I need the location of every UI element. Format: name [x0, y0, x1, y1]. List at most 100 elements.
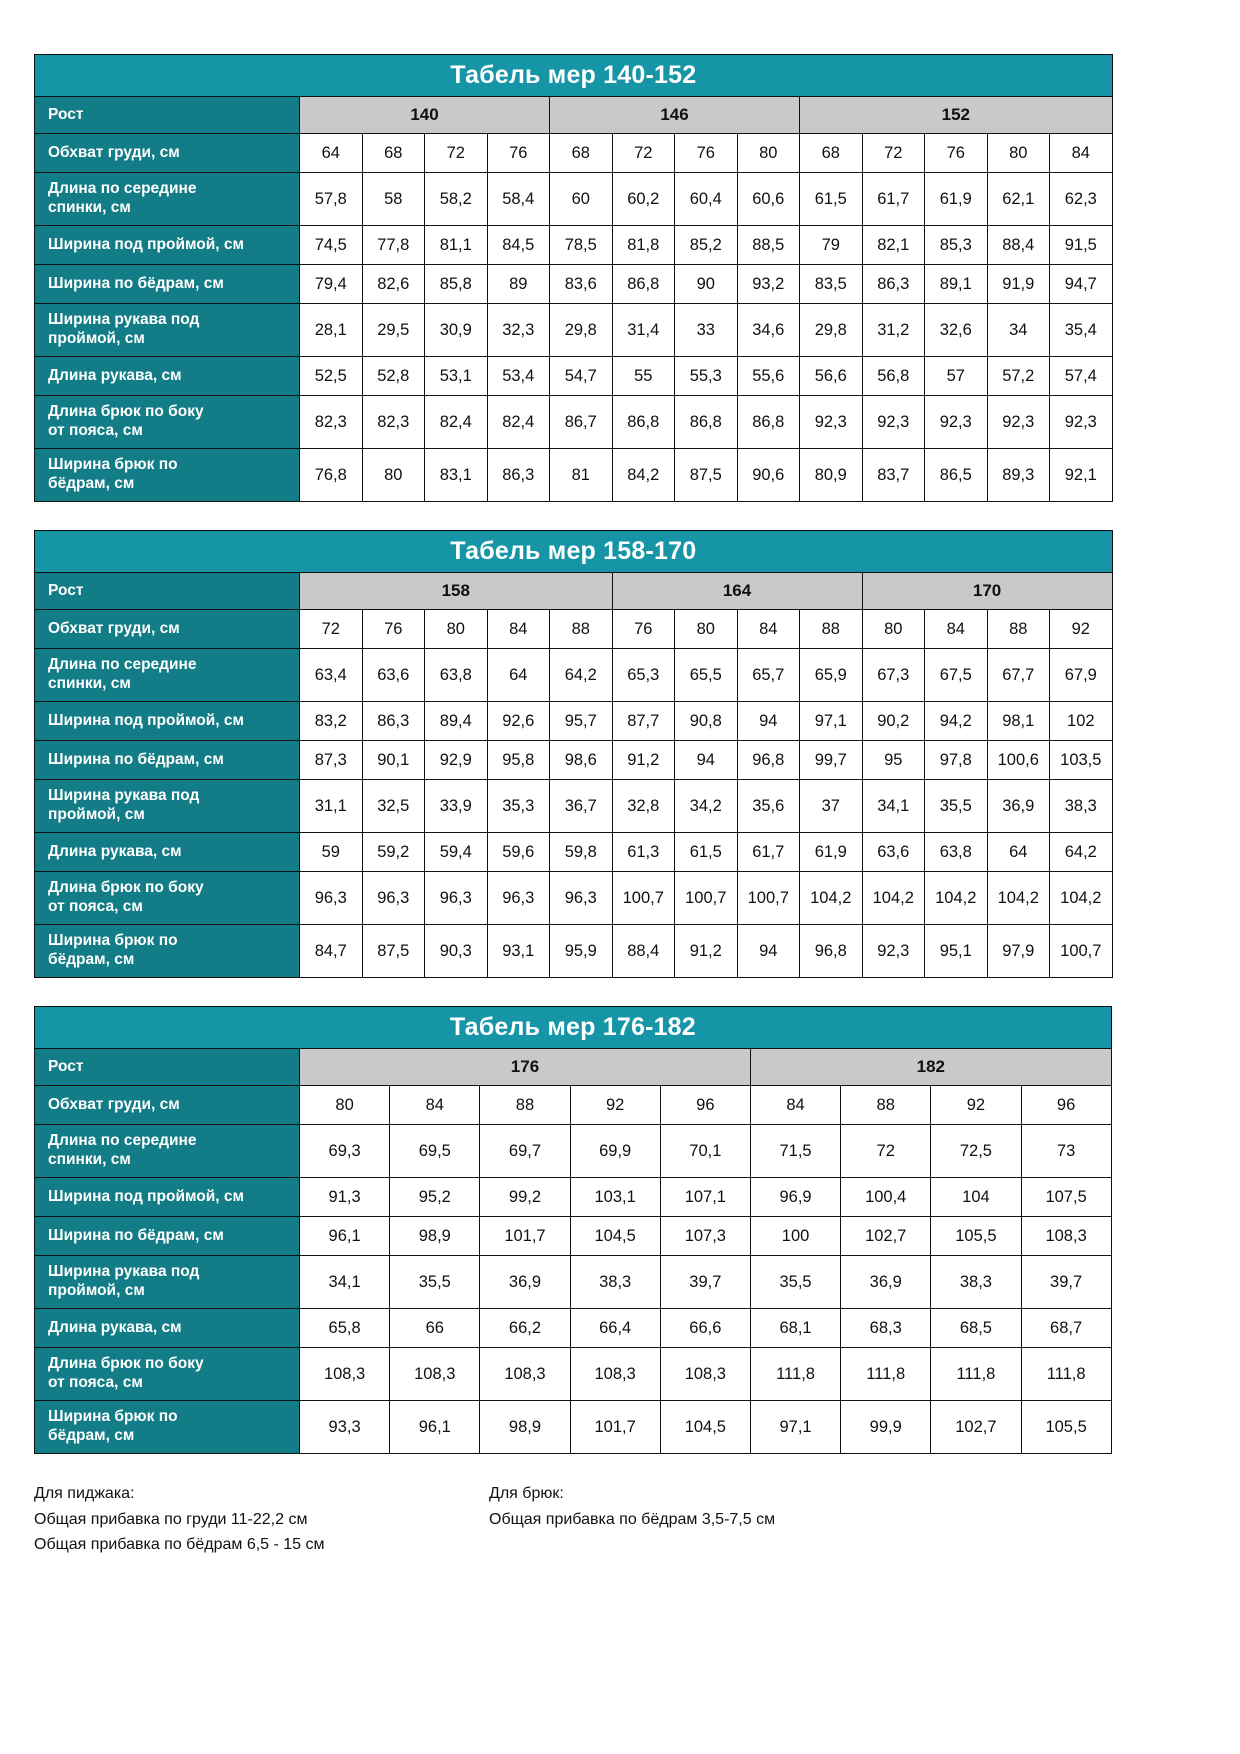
cell: 88 — [986, 609, 1050, 649]
cell: 107,5 — [1020, 1177, 1112, 1217]
cell: 84,5 — [486, 225, 550, 265]
cell: 29,8 — [549, 303, 613, 357]
cell: 83,5 — [799, 264, 863, 304]
table-row: Ширина по бёдрам, см 79,4 82,6 85,8 89 8… — [34, 264, 1113, 304]
row-label: Длина брюк по боку от пояса, см — [34, 871, 300, 925]
cell: 90,6 — [736, 448, 800, 502]
cell: 92,3 — [986, 395, 1050, 449]
cell: 91,5 — [1049, 225, 1113, 265]
cell: 74,5 — [299, 225, 363, 265]
cell: 89 — [486, 264, 550, 304]
cell: 76 — [924, 133, 988, 173]
cell: 52,8 — [361, 356, 425, 396]
height-group-header: 170 — [861, 572, 1113, 610]
cell: 97,9 — [986, 924, 1050, 978]
cell: 29,8 — [799, 303, 863, 357]
cell: 83,1 — [424, 448, 488, 502]
cell: 66,6 — [659, 1308, 751, 1348]
cell: 100,4 — [840, 1177, 932, 1217]
cell: 61,3 — [611, 832, 675, 872]
table-row: Ширина по бёдрам, см 96,1 98,9 101,7 104… — [34, 1216, 1112, 1256]
cell: 104,5 — [659, 1400, 751, 1454]
cell: 35,5 — [924, 779, 988, 833]
cell: 68,7 — [1020, 1308, 1112, 1348]
table-row: Длина рукава, см 59 59,2 59,4 59,6 59,8 … — [34, 832, 1113, 872]
row-label-line: Обхват груди, см — [48, 143, 180, 161]
cell: 63,4 — [299, 648, 363, 702]
cell: 96 — [1020, 1085, 1112, 1125]
cell: 81 — [549, 448, 613, 502]
cell: 94 — [736, 924, 800, 978]
cell: 102,7 — [930, 1400, 1022, 1454]
cell: 85,8 — [424, 264, 488, 304]
cell: 95,1 — [924, 924, 988, 978]
cell: 65,8 — [298, 1308, 391, 1348]
table-2-banner-row: Табель мер 158-170 — [34, 530, 1113, 573]
cell: 111,8 — [840, 1347, 932, 1401]
height-group-header: 182 — [749, 1048, 1112, 1086]
rost-header-label: Рост — [34, 572, 300, 610]
cell: 101,7 — [569, 1400, 661, 1454]
cell: 59,4 — [424, 832, 488, 872]
cell: 83,7 — [861, 448, 925, 502]
cell: 34,1 — [298, 1255, 391, 1309]
cell: 60,2 — [611, 172, 675, 226]
cell: 82,3 — [299, 395, 363, 449]
cell: 96,3 — [486, 871, 550, 925]
cell: 96,8 — [799, 924, 863, 978]
cell: 104,2 — [924, 871, 988, 925]
cell: 90 — [674, 264, 738, 304]
cell: 100,6 — [986, 740, 1050, 780]
cell: 86,8 — [674, 395, 738, 449]
table-row: Длина брюк по боку от пояса, см 82,3 82,3… — [34, 395, 1113, 449]
cell: 96,9 — [749, 1177, 842, 1217]
cell: 107,3 — [659, 1216, 751, 1256]
cell: 83,2 — [299, 701, 363, 741]
table-3-banner-row: Табель мер 176-182 — [34, 1006, 1112, 1049]
cell: 69,7 — [479, 1124, 571, 1178]
table-row: Ширина брюк по бёдрам, см 84,7 87,5 90,3 … — [34, 924, 1113, 978]
cell: 55 — [611, 356, 675, 396]
measurement-table-158-170: Табель мер 158-170 Рост 158 164 170 Обхв… — [34, 530, 1113, 978]
cell: 38,3 — [1049, 779, 1113, 833]
height-group-header: 158 — [299, 572, 613, 610]
cell: 84 — [486, 609, 550, 649]
row-label-line: Длина брюк по боку — [48, 1355, 204, 1373]
cell: 80 — [736, 133, 800, 173]
cell: 86,8 — [611, 264, 675, 304]
cell: 61,7 — [736, 832, 800, 872]
table-row: Длина рукава, см 52,5 52,8 53,1 53,4 54,… — [34, 356, 1113, 396]
cell: 108,3 — [1020, 1216, 1112, 1256]
row-label-line: проймой, см — [48, 330, 145, 347]
cell: 80 — [298, 1085, 391, 1125]
height-group-header: 164 — [611, 572, 863, 610]
cell: 36,9 — [986, 779, 1050, 833]
cell: 63,8 — [424, 648, 488, 702]
row-label-line: Ширина под проймой, см — [48, 235, 244, 253]
cell: 55,3 — [674, 356, 738, 396]
cell: 85,2 — [674, 225, 738, 265]
row-label-line: спинки, см — [48, 199, 131, 216]
cell: 92,3 — [861, 395, 925, 449]
cell: 97,8 — [924, 740, 988, 780]
cell: 69,3 — [298, 1124, 391, 1178]
cell: 105,5 — [930, 1216, 1022, 1256]
cell: 93,1 — [486, 924, 550, 978]
cell: 108,3 — [659, 1347, 751, 1401]
cell: 94 — [736, 701, 800, 741]
cell: 96 — [659, 1085, 751, 1125]
cell: 100,7 — [736, 871, 800, 925]
cell: 61,5 — [674, 832, 738, 872]
cell: 108,3 — [389, 1347, 481, 1401]
cell: 105,5 — [1020, 1400, 1112, 1454]
table-row: Обхват груди, см 72 76 80 84 88 76 80 84… — [34, 609, 1113, 649]
cell: 65,9 — [799, 648, 863, 702]
table-row: Ширина под проймой, см 83,2 86,3 89,4 92… — [34, 701, 1113, 741]
cell: 85,3 — [924, 225, 988, 265]
cell: 55,6 — [736, 356, 800, 396]
row-label-line: Ширина брюк по — [48, 456, 178, 474]
cell: 56,8 — [861, 356, 925, 396]
cell: 65,7 — [736, 648, 800, 702]
cell: 103,1 — [569, 1177, 661, 1217]
